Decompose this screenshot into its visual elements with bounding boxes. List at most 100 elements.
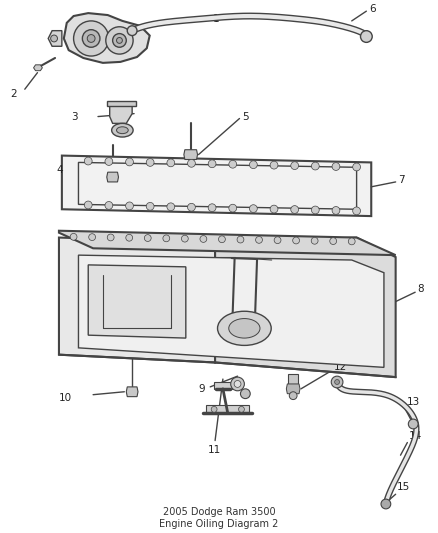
Polygon shape [62, 156, 371, 216]
Text: 7: 7 [399, 175, 405, 185]
Circle shape [82, 30, 100, 47]
Polygon shape [107, 101, 136, 106]
Circle shape [127, 26, 137, 36]
Circle shape [146, 158, 154, 166]
Text: 11: 11 [208, 445, 222, 455]
Circle shape [291, 206, 299, 213]
Text: 14: 14 [408, 431, 422, 441]
Circle shape [332, 206, 340, 214]
Circle shape [51, 35, 57, 42]
Circle shape [293, 237, 300, 244]
Circle shape [234, 381, 241, 387]
Circle shape [353, 163, 360, 171]
Circle shape [208, 204, 216, 212]
Polygon shape [78, 255, 384, 367]
Circle shape [360, 31, 372, 43]
Text: 5: 5 [242, 111, 249, 122]
Text: 4: 4 [56, 165, 63, 175]
Polygon shape [59, 238, 215, 362]
Circle shape [289, 392, 297, 400]
Circle shape [126, 235, 133, 241]
Ellipse shape [218, 311, 271, 345]
Circle shape [146, 203, 154, 210]
Text: 10: 10 [59, 393, 72, 402]
Circle shape [311, 206, 319, 214]
Circle shape [107, 234, 114, 241]
Circle shape [250, 205, 257, 213]
Circle shape [200, 236, 207, 243]
Polygon shape [184, 150, 198, 159]
Circle shape [331, 376, 343, 388]
Circle shape [105, 201, 113, 209]
Circle shape [106, 27, 133, 54]
Circle shape [311, 237, 318, 244]
Ellipse shape [117, 127, 128, 134]
Circle shape [126, 202, 134, 210]
Text: 2005 Dodge Ram 3500
Engine Oiling Diagram 2: 2005 Dodge Ram 3500 Engine Oiling Diagra… [159, 507, 279, 529]
Circle shape [311, 162, 319, 170]
Circle shape [181, 235, 188, 242]
Circle shape [291, 161, 299, 169]
Circle shape [274, 237, 281, 244]
Polygon shape [214, 382, 232, 389]
Circle shape [117, 37, 122, 43]
Circle shape [270, 161, 278, 169]
Circle shape [74, 21, 109, 56]
Circle shape [335, 379, 339, 384]
Circle shape [270, 205, 278, 213]
Polygon shape [215, 238, 396, 377]
Circle shape [229, 160, 237, 168]
Polygon shape [110, 104, 132, 123]
Circle shape [105, 158, 113, 165]
Circle shape [237, 236, 244, 243]
Circle shape [85, 201, 92, 209]
Circle shape [231, 377, 244, 391]
Ellipse shape [112, 123, 133, 137]
Polygon shape [206, 406, 249, 413]
Text: 2: 2 [10, 89, 17, 99]
Circle shape [250, 161, 257, 168]
Text: 15: 15 [397, 482, 410, 492]
Circle shape [89, 233, 95, 240]
Polygon shape [34, 65, 42, 71]
Circle shape [87, 35, 95, 43]
Circle shape [187, 159, 195, 167]
Circle shape [239, 406, 244, 412]
Circle shape [240, 389, 250, 399]
Circle shape [85, 157, 92, 165]
Circle shape [167, 203, 175, 211]
Text: 9: 9 [198, 384, 205, 394]
Circle shape [187, 204, 195, 211]
Circle shape [229, 204, 237, 212]
Polygon shape [48, 31, 62, 46]
Circle shape [330, 238, 336, 245]
Polygon shape [59, 231, 396, 255]
Text: 8: 8 [417, 284, 424, 294]
Circle shape [70, 233, 77, 240]
Circle shape [348, 238, 355, 245]
Text: 13: 13 [406, 397, 420, 407]
Polygon shape [286, 384, 300, 394]
Circle shape [163, 235, 170, 242]
Circle shape [256, 237, 262, 243]
Circle shape [219, 236, 225, 243]
Text: 1: 1 [213, 14, 220, 24]
Circle shape [113, 34, 126, 47]
Polygon shape [107, 172, 118, 182]
Circle shape [381, 499, 391, 509]
Circle shape [145, 235, 151, 241]
Circle shape [211, 406, 217, 412]
Ellipse shape [229, 319, 260, 338]
Text: 3: 3 [72, 111, 78, 122]
Text: 12: 12 [334, 362, 347, 373]
Polygon shape [64, 13, 150, 63]
Circle shape [126, 158, 134, 166]
Text: 6: 6 [369, 4, 376, 14]
Polygon shape [88, 265, 186, 338]
Circle shape [353, 207, 360, 215]
Circle shape [167, 159, 175, 167]
Circle shape [332, 163, 340, 171]
Polygon shape [288, 374, 298, 384]
Polygon shape [126, 387, 138, 397]
Circle shape [408, 419, 418, 429]
